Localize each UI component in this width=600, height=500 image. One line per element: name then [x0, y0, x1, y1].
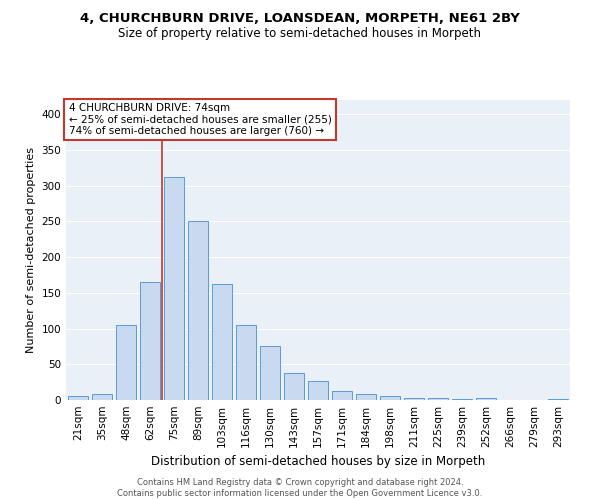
Bar	[404, 398, 424, 400]
Bar	[116, 325, 136, 400]
Bar	[164, 177, 184, 400]
Bar	[284, 373, 304, 400]
Bar	[260, 346, 280, 400]
Y-axis label: Number of semi-detached properties: Number of semi-detached properties	[26, 147, 36, 353]
Text: 4 CHURCHBURN DRIVE: 74sqm
← 25% of semi-detached houses are smaller (255)
74% of: 4 CHURCHBURN DRIVE: 74sqm ← 25% of semi-…	[68, 103, 331, 136]
Bar	[140, 282, 160, 400]
Bar	[548, 398, 568, 400]
Bar	[236, 325, 256, 400]
Bar	[212, 284, 232, 400]
Bar	[332, 390, 352, 400]
Bar	[356, 394, 376, 400]
Bar	[308, 380, 328, 400]
Bar	[428, 398, 448, 400]
Bar	[188, 222, 208, 400]
Text: 4, CHURCHBURN DRIVE, LOANSDEAN, MORPETH, NE61 2BY: 4, CHURCHBURN DRIVE, LOANSDEAN, MORPETH,…	[80, 12, 520, 26]
Bar	[92, 394, 112, 400]
Text: Contains HM Land Registry data © Crown copyright and database right 2024.
Contai: Contains HM Land Registry data © Crown c…	[118, 478, 482, 498]
X-axis label: Distribution of semi-detached houses by size in Morpeth: Distribution of semi-detached houses by …	[151, 456, 485, 468]
Bar	[476, 398, 496, 400]
Text: Size of property relative to semi-detached houses in Morpeth: Size of property relative to semi-detach…	[119, 28, 482, 40]
Bar	[380, 396, 400, 400]
Bar	[68, 396, 88, 400]
